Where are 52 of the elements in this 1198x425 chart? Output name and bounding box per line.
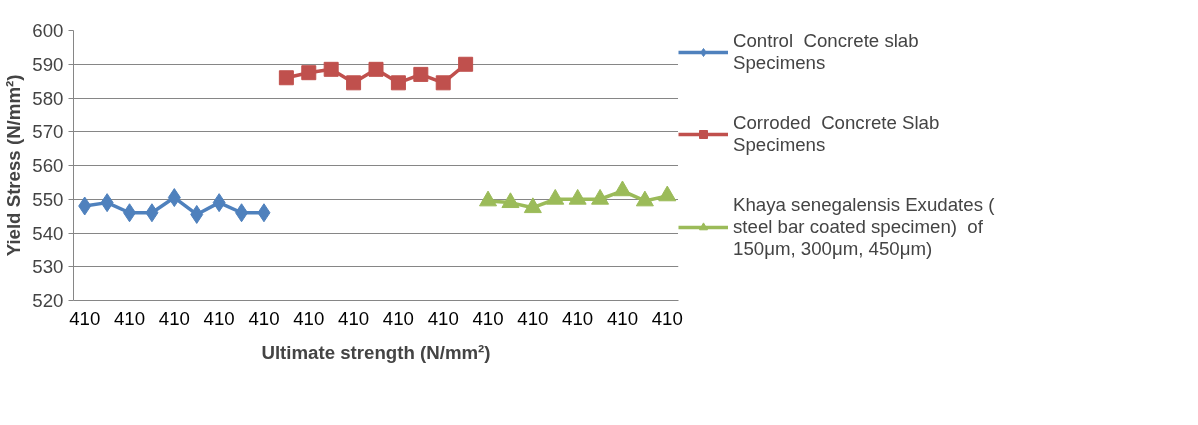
point <box>413 66 429 82</box>
legend-label: Corroded Concrete Slab Specimens <box>733 112 940 156</box>
y-tick-label: 530 <box>32 256 64 278</box>
y-tick-label: 570 <box>32 121 64 143</box>
y-tick-label: 520 <box>32 290 64 311</box>
point <box>435 75 451 91</box>
point <box>390 75 406 91</box>
x-tick-label: 410 <box>113 307 146 329</box>
point <box>658 185 677 202</box>
y-tick-label: 560 <box>32 155 64 176</box>
legend-label: Khaya senegalensis Exudates ( steel bar coated specimen) of 150μm, 300μm, 450μm) <box>733 194 995 260</box>
point <box>167 188 181 208</box>
y-axis-title: Yield Stress (N/mm²) <box>3 74 25 257</box>
point <box>235 203 249 223</box>
point <box>458 56 474 72</box>
x-tick-label: 410 <box>338 307 370 329</box>
x-tick-label: 410 <box>606 307 639 329</box>
x-tick-label: 410 <box>562 307 594 329</box>
point <box>301 65 317 81</box>
x-tick-label: 410 <box>69 307 101 329</box>
x-tick-label: 410 <box>203 307 235 329</box>
point <box>212 193 226 213</box>
point <box>190 204 204 224</box>
legend-label: Control Concrete slab Specimens <box>733 30 919 74</box>
point <box>523 197 542 214</box>
point <box>100 193 114 213</box>
y-tick-label: 550 <box>32 188 64 210</box>
point <box>257 203 271 223</box>
point <box>323 61 339 77</box>
x-tick-label: 410 <box>517 307 549 329</box>
point <box>145 203 159 223</box>
point <box>346 75 362 91</box>
x-tick-label: 410 <box>248 307 280 329</box>
y-tick-label: 600 <box>32 20 64 41</box>
x-tick-label: 410 <box>382 307 414 329</box>
x-axis-title: Ultimate strength (N/mm²) <box>261 341 491 363</box>
point <box>78 196 92 216</box>
point <box>368 61 384 77</box>
point <box>278 70 294 86</box>
point <box>479 190 498 207</box>
point <box>123 203 137 223</box>
x-tick-label: 410 <box>427 307 459 329</box>
point <box>613 180 632 197</box>
point <box>635 190 654 207</box>
y-tick-label: 540 <box>32 222 64 244</box>
point <box>501 192 520 209</box>
y-tick-label: 580 <box>32 87 64 109</box>
y-tick-label: 590 <box>32 53 64 75</box>
x-tick-label: 410 <box>472 307 504 329</box>
x-tick-label: 410 <box>293 307 325 329</box>
x-tick-label: 410 <box>651 307 683 329</box>
x-tick-label: 410 <box>158 307 190 329</box>
